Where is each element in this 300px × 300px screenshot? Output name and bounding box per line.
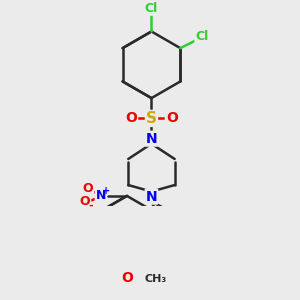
Text: -: - xyxy=(88,200,93,210)
Text: S: S xyxy=(146,111,157,126)
Text: +: + xyxy=(102,186,110,196)
Text: N: N xyxy=(146,132,157,146)
Text: O: O xyxy=(125,111,137,125)
Text: O: O xyxy=(82,182,93,195)
Text: Cl: Cl xyxy=(145,2,158,15)
Text: O: O xyxy=(166,111,178,125)
Text: N: N xyxy=(146,190,157,204)
Text: O: O xyxy=(80,195,90,208)
Text: N: N xyxy=(96,189,106,203)
Text: O: O xyxy=(121,272,133,286)
Text: CH₃: CH₃ xyxy=(144,274,166,284)
Text: Cl: Cl xyxy=(195,30,209,43)
